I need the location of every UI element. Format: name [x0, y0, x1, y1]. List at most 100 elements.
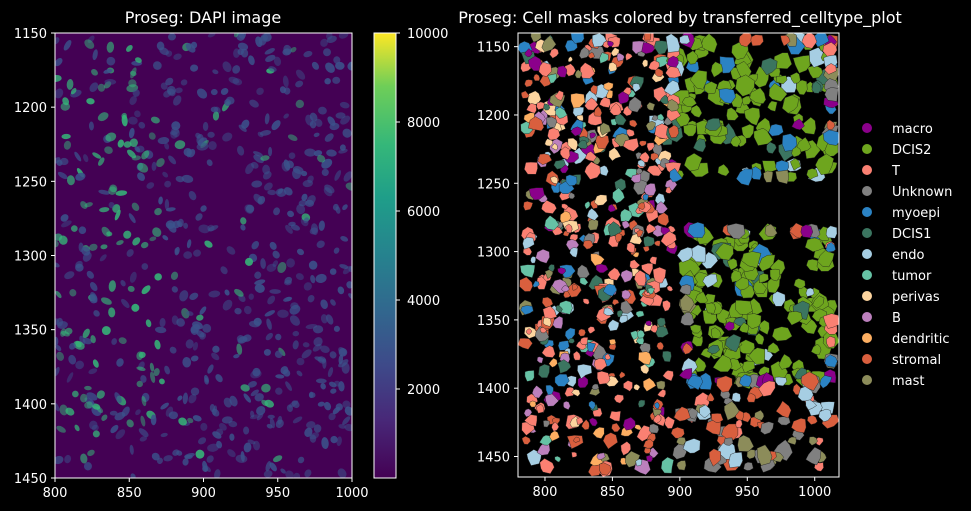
cell-mask	[805, 446, 822, 466]
legend-label: macro	[892, 122, 933, 137]
cell-mask	[561, 203, 569, 210]
cell-mask	[596, 452, 606, 460]
legend-label: B	[892, 311, 901, 326]
cell-mask	[561, 285, 570, 293]
nucleus	[315, 273, 327, 284]
nucleus	[308, 260, 318, 270]
nucleus	[309, 227, 318, 235]
legend-item: macro	[862, 122, 933, 137]
cell-mask	[588, 400, 596, 410]
nucleus	[98, 157, 105, 166]
nucleus	[282, 48, 292, 56]
colorbar-tick-label: 10000	[407, 27, 448, 42]
cell-mask	[584, 97, 599, 111]
cell-mask	[775, 169, 789, 185]
cell-mask	[801, 33, 818, 49]
nucleus	[277, 188, 284, 195]
cell-mask	[700, 33, 718, 54]
nucleus	[247, 381, 257, 388]
nucleus	[132, 89, 140, 97]
nucleus	[56, 425, 66, 433]
nucleus	[287, 134, 298, 141]
nucleus	[240, 384, 250, 392]
nucleus	[327, 116, 336, 126]
nucleus	[272, 250, 280, 259]
nucleus	[220, 87, 229, 95]
nucleus	[277, 309, 289, 318]
nucleus	[232, 65, 241, 74]
cell-mask	[657, 317, 666, 327]
nucleus	[202, 121, 209, 131]
cell-mask	[586, 208, 599, 221]
nucleus	[232, 78, 243, 86]
cell-mask	[652, 414, 662, 424]
cell-mask-plot	[518, 33, 839, 477]
cell-mask	[639, 151, 650, 163]
legend-item: myoepi	[862, 206, 940, 221]
nucleus	[175, 176, 185, 183]
nucleus	[126, 249, 134, 257]
cell-mask	[804, 237, 825, 253]
nucleus	[137, 162, 149, 173]
nucleus	[332, 406, 341, 415]
nucleus	[103, 68, 113, 74]
nucleus	[188, 191, 197, 201]
nucleus	[64, 271, 75, 280]
nucleus	[150, 371, 156, 384]
nucleus	[209, 403, 216, 412]
cell-mask	[695, 291, 709, 304]
cell-mask	[723, 437, 734, 446]
right-chart-title: Proseg: Cell masks colored by transferre…	[458, 8, 902, 28]
cell-mask	[545, 384, 554, 396]
nucleus	[252, 367, 261, 377]
nucleus	[275, 374, 285, 379]
nucleus	[254, 283, 265, 293]
legend-item: dendritic	[862, 332, 950, 347]
cell-mask	[682, 438, 701, 454]
cell-mask	[518, 337, 533, 350]
cell-mask	[610, 47, 620, 57]
cell-mask	[553, 159, 566, 170]
cell-mask	[522, 237, 535, 250]
nucleus	[82, 328, 90, 339]
nucleus	[69, 289, 77, 297]
cell-mask	[571, 389, 581, 397]
nucleus	[178, 417, 187, 426]
cell-mask	[527, 90, 542, 105]
cell-mask	[627, 96, 642, 113]
nucleus	[288, 152, 296, 160]
x-tick-label: 950	[265, 486, 290, 501]
nucleus	[136, 366, 146, 372]
nucleus	[157, 137, 170, 145]
cell-mask	[581, 419, 590, 431]
nucleus	[68, 354, 77, 365]
cell-mask	[559, 164, 569, 174]
nucleus	[55, 74, 62, 82]
nucleus	[154, 273, 162, 281]
nucleus	[66, 175, 75, 186]
cell-mask	[595, 263, 609, 274]
cell-mask	[825, 242, 836, 253]
cell-mask	[636, 229, 644, 238]
nucleus	[181, 174, 194, 183]
cell-mask	[660, 230, 677, 247]
nucleus	[75, 360, 85, 370]
cell-mask	[609, 338, 617, 346]
nucleus	[173, 95, 182, 106]
nucleus	[256, 413, 264, 421]
cell-mask	[789, 222, 805, 239]
x-tick-label: 800	[43, 486, 68, 501]
cell-mask	[519, 264, 536, 278]
cell-mask	[726, 107, 739, 121]
nucleus	[316, 240, 325, 249]
nucleus	[297, 456, 305, 464]
nucleus	[309, 434, 317, 443]
nucleus	[105, 132, 117, 142]
nucleus	[313, 337, 323, 347]
nucleus	[265, 461, 272, 472]
nucleus	[100, 244, 108, 250]
nucleus	[123, 230, 132, 239]
nucleus	[335, 61, 345, 70]
nucleus	[221, 416, 233, 424]
nucleus	[256, 87, 264, 96]
